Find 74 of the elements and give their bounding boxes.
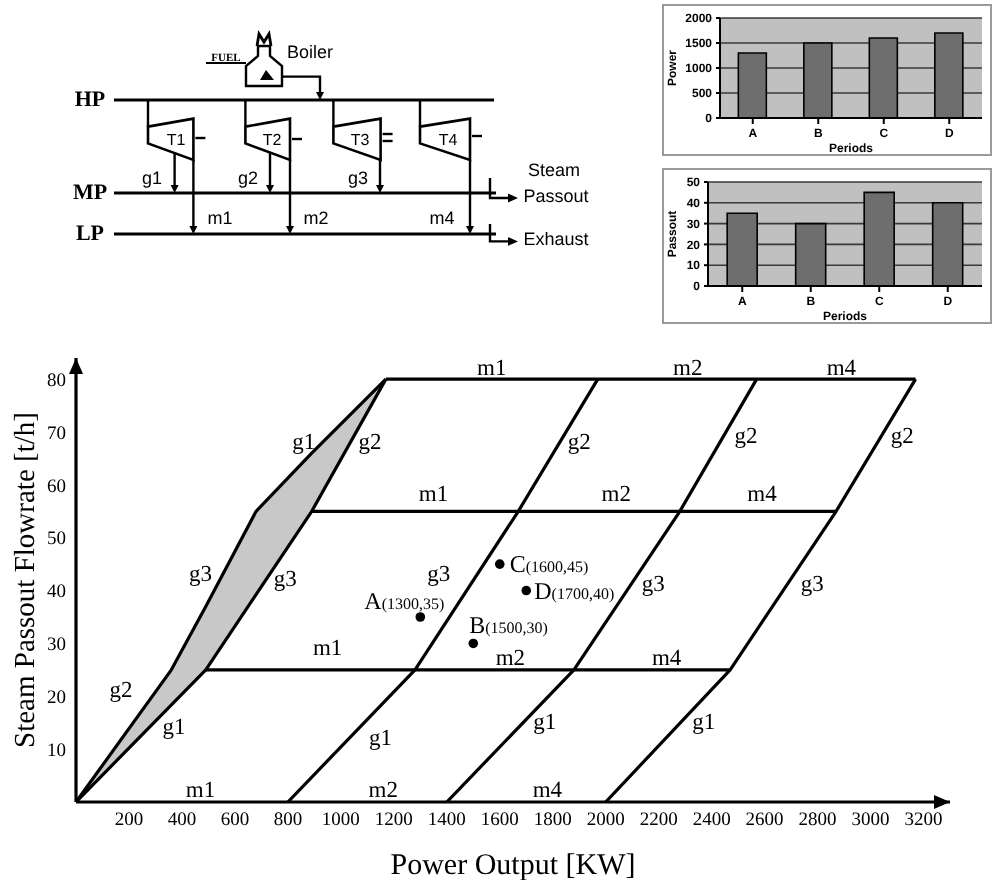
annotation: g3 (188, 562, 213, 587)
x-tick-label: 1000 (321, 811, 361, 832)
annotation: B(1500,30) (469, 611, 549, 640)
annotation: g2 (567, 430, 592, 455)
annotation: g1 (292, 430, 316, 455)
text: HP (74, 88, 106, 112)
annotation: m1 (185, 779, 216, 804)
annotation: m2 (368, 779, 399, 804)
x-tick-label: 2600 (745, 811, 785, 832)
y-tick-label: 80 (47, 371, 67, 392)
text: g2 (237, 168, 259, 188)
text: MP (72, 181, 108, 205)
annotation: g3 (273, 568, 298, 592)
annotation: m2 (601, 483, 632, 508)
text: m2 (303, 208, 329, 228)
annotation: m4 (826, 356, 857, 381)
text: LP (75, 222, 105, 246)
annotation: g2 (734, 425, 759, 450)
annotation: m4 (747, 483, 778, 508)
x-tick-label: 400 (167, 811, 197, 832)
x-tick-label: 1200 (374, 811, 414, 832)
text: T4 (438, 131, 459, 149)
y-tick-label: 20 (47, 689, 67, 710)
text: g1 (141, 168, 163, 188)
annotation: g3 (641, 573, 666, 598)
y-axis-title: Steam Passout Flowrate [t/h] (10, 412, 43, 748)
annotation: m2 (673, 356, 703, 381)
x-tick-label: 2000 (586, 811, 626, 832)
annotation: D(1700,40) (534, 576, 615, 605)
text: T1 (166, 131, 187, 149)
annotation: g3 (427, 562, 451, 587)
annotation: m2 (495, 647, 526, 672)
text: T3 (350, 131, 371, 149)
annotation: m1 (477, 356, 507, 381)
annotation: g1 (369, 726, 393, 751)
y-tick-label: 30 (47, 636, 67, 657)
x-tick-label: 600 (220, 811, 250, 832)
text: Passout (523, 186, 590, 206)
annotation: m4 (532, 779, 563, 804)
annotation: g2 (358, 430, 382, 455)
x-tick-label: 1600 (480, 811, 520, 832)
annotation: A(1300,35) (364, 587, 445, 615)
text: m1 (207, 208, 233, 228)
annotation: g1 (162, 716, 186, 740)
text: g3 (347, 168, 369, 188)
x-tick-label: 200 (114, 811, 144, 832)
y-tick-label: 40 (47, 583, 67, 604)
annotation: m1 (418, 483, 449, 508)
annotation: g3 (800, 573, 825, 598)
text: Steam (527, 160, 581, 180)
annotation: m4 (651, 647, 682, 672)
text: Boiler (286, 42, 334, 62)
y-tick-label: 60 (47, 477, 67, 498)
x-tick-label: 2200 (639, 811, 679, 832)
y-tick-label: 70 (47, 424, 67, 445)
x-tick-label: 1400 (427, 811, 467, 832)
x-tick-label: 800 (273, 811, 303, 832)
y-tick-label: 10 (47, 741, 67, 762)
annotation: C(1600,45) (509, 550, 590, 579)
annotation: g2 (890, 425, 915, 450)
annotation: m1 (312, 636, 343, 661)
x-axis-title: Power Output [KW] (390, 850, 636, 880)
x-tick-label: 2400 (692, 811, 732, 832)
y-tick-label: 50 (47, 530, 67, 551)
annotation: g2 (109, 679, 134, 703)
annotation: g1 (533, 710, 557, 735)
x-tick-label: 2800 (798, 811, 838, 832)
x-tick-label: 1800 (533, 811, 573, 832)
text: m4 (429, 208, 455, 228)
x-tick-label: 3000 (851, 811, 891, 832)
text: T2 (262, 131, 283, 149)
text: Exhaust (523, 229, 590, 249)
annotation: g1 (692, 710, 716, 735)
x-tick-label: 3200 (904, 811, 944, 832)
